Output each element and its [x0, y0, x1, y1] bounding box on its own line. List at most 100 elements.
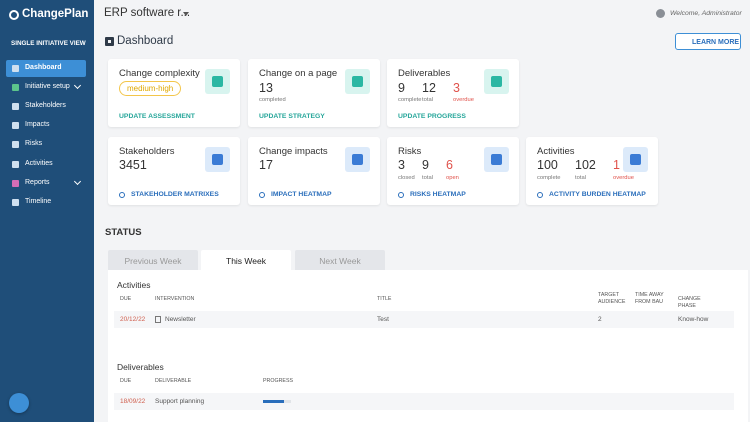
section-heading: Activities [117, 280, 151, 290]
nav-icon [12, 160, 19, 168]
stat-label: closed [398, 175, 415, 181]
card-icon [484, 147, 509, 172]
status-panel: Activities DUE INTERVENTION TITLE TARGET AUD… [108, 270, 748, 422]
card-icon [623, 147, 648, 172]
column-header: DELIVERABLE [155, 378, 192, 384]
card: Change impacts 17 IMPACT HEATMAP [248, 137, 380, 205]
stat-value: 102 [575, 158, 596, 172]
section-title: SINGLE INITIATIVE VIEW [11, 40, 86, 47]
nav-item[interactable]: Initiative setup [6, 79, 86, 96]
nav-item[interactable]: Activities [6, 156, 86, 173]
nav-label: Reports [25, 178, 50, 186]
card-title: Change impacts [259, 146, 328, 157]
complexity-badge: medium-high [119, 81, 182, 96]
card-title: Deliverables [398, 68, 451, 79]
nav-label: Dashboard [25, 64, 62, 71]
card: Change complexity medium-high UPDATE ASSES… [108, 59, 240, 127]
card-glyph [491, 154, 502, 165]
cell: Newsletter [165, 316, 196, 323]
user-icon [656, 9, 665, 18]
card-icon [484, 69, 509, 94]
column-header: TITLE [377, 296, 392, 302]
cell: Know-how [678, 316, 709, 323]
cell: 18/09/22 [120, 398, 146, 405]
link-icon [537, 192, 543, 198]
card-link[interactable]: RISKS HEATMAP [410, 191, 466, 198]
tab[interactable]: Next Week [295, 250, 385, 271]
learn-more-button[interactable]: LEARN MORE [675, 33, 741, 50]
card-link[interactable]: IMPACT HEATMAP [271, 191, 332, 198]
row-background [114, 311, 734, 328]
stat-value: 13 [259, 81, 273, 95]
card-title: Change complexity [119, 68, 200, 79]
card-title: Stakeholders [119, 146, 175, 157]
stat-value: 3 [453, 81, 460, 95]
stat-label: completed [259, 97, 286, 103]
card-icon [345, 147, 370, 172]
card-link[interactable]: STAKEHOLDER MATRIXES [131, 191, 219, 198]
project-select[interactable]: ERP software r... [104, 7, 191, 19]
progress-track [263, 400, 291, 403]
link-icon [119, 192, 125, 198]
stat-value: 9 [422, 158, 429, 172]
doc-icon [155, 316, 161, 323]
row-background [114, 393, 734, 410]
nav-item[interactable]: Risks [6, 136, 86, 153]
logo: ChangePlan [22, 8, 89, 20]
page-title: Dashboard [117, 35, 174, 47]
card-title: Activities [537, 146, 575, 157]
stat-value: 17 [259, 158, 273, 172]
status-title: STATUS [105, 227, 142, 238]
nav-item[interactable]: Stakeholders [6, 98, 86, 115]
card: Stakeholders 3451 STAKEHOLDER MATRIXES [108, 137, 240, 205]
stat-label: open [446, 175, 459, 181]
chat-button[interactable] [9, 393, 29, 413]
tab-label: This Week [226, 256, 266, 266]
chevron [73, 177, 82, 185]
sidebar: ChangePlan SINGLE INITIATIVE VIEW Dashboar… [0, 0, 94, 422]
tab[interactable]: This Week [201, 250, 291, 271]
nav-label: Impacts [25, 121, 50, 129]
card-icon [345, 69, 370, 94]
stat-value: 1 [613, 158, 620, 172]
card-link[interactable]: UPDATE PROGRESS [398, 113, 466, 120]
stat-label: complete [398, 97, 422, 103]
column-header: TARGET AUDIENCE [598, 292, 626, 305]
stat-label: total [422, 175, 433, 181]
tab-label: Previous Week [124, 256, 182, 266]
section-heading: Deliverables [117, 362, 164, 372]
card-glyph [630, 154, 641, 165]
column-header: PROGRESS [263, 378, 294, 384]
stat-value: 3 [398, 158, 405, 172]
card-link[interactable]: ACTIVITY BURDEN HEATMAP [549, 191, 646, 198]
stat-value: 3451 [119, 158, 147, 172]
chevron [73, 82, 82, 90]
column-header: INTERVENTION [155, 296, 195, 302]
stat-value: 9 [398, 81, 405, 95]
nav-item[interactable]: Dashboard [6, 60, 86, 77]
stat-label: overdue [453, 97, 474, 103]
card: Activities 100 complete 102 total 1 overdue ACT… [526, 137, 658, 205]
stat-value: 100 [537, 158, 558, 172]
column-header: TIME AWAY FROM BAU [635, 292, 664, 305]
nav-icon [12, 122, 19, 130]
card-link[interactable]: UPDATE ASSESSMENT [119, 113, 195, 120]
cell: 2 [598, 316, 602, 323]
tab-label: Next Week [319, 256, 361, 266]
stat-value: 12 [422, 81, 436, 95]
card-link[interactable]: UPDATE STRATEGY [259, 113, 325, 120]
nav-icon [12, 65, 19, 72]
card: Deliverables 9 complete 12 total 3 overdue UPDA… [387, 59, 519, 127]
tab[interactable]: Previous Week [108, 250, 198, 271]
card-glyph [212, 76, 223, 87]
nav-item[interactable]: Timeline [6, 194, 86, 211]
welcome: Welcome, Administrator [670, 10, 742, 17]
card-glyph [352, 154, 363, 165]
cell: Test [377, 316, 389, 323]
nav-label: Activities [25, 159, 53, 167]
nav-label: Stakeholders [25, 102, 66, 110]
nav-item[interactable]: Impacts [6, 117, 86, 134]
stat-label: total [575, 175, 586, 181]
nav-item[interactable]: Reports [6, 175, 86, 192]
